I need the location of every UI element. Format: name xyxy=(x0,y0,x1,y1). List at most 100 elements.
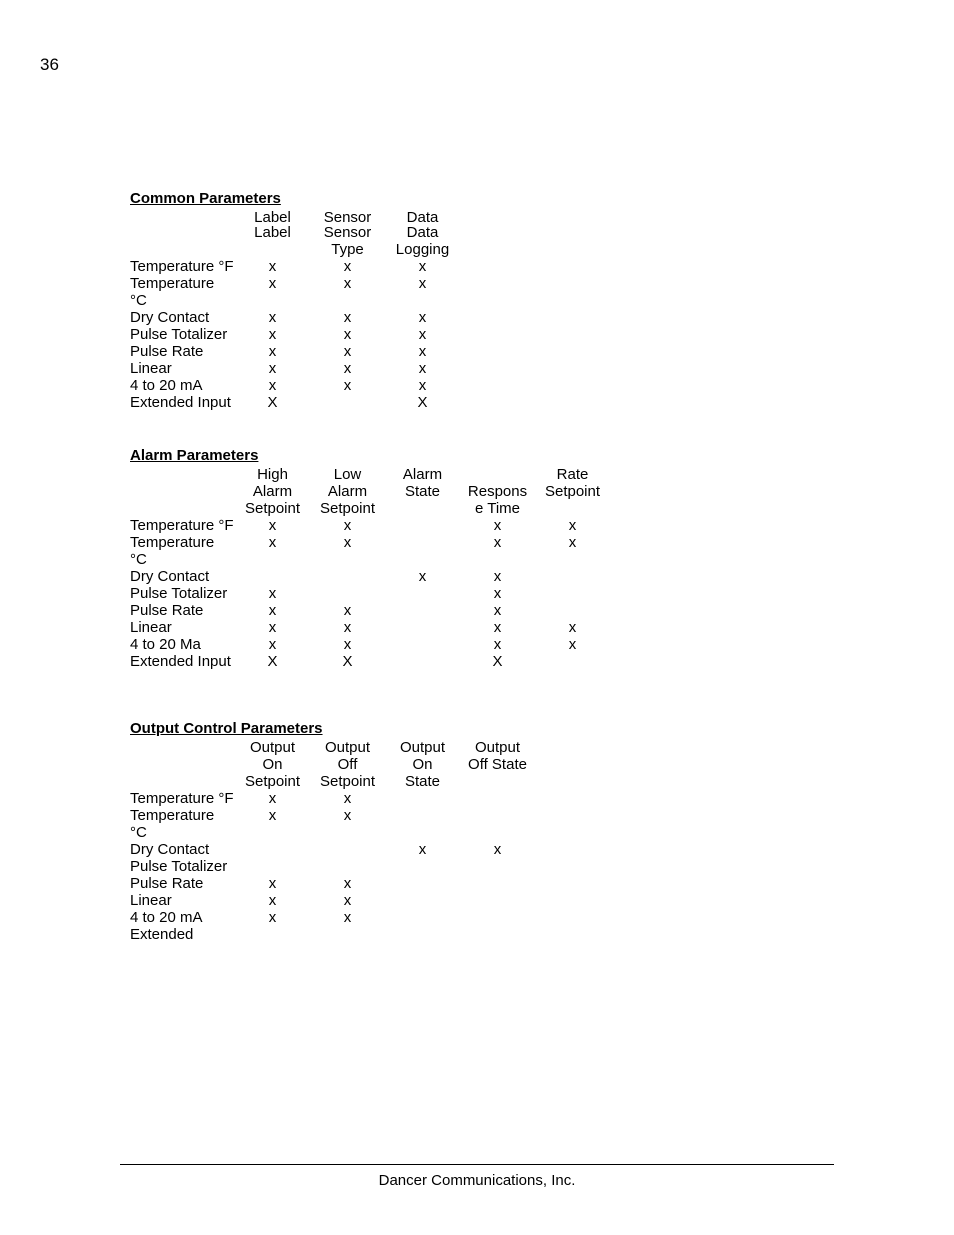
cell: x xyxy=(235,875,310,892)
col-header: LowAlarmSetpoint xyxy=(310,466,385,517)
cell xyxy=(385,636,460,653)
table-row: Temperature °C x x x xyxy=(130,275,460,309)
cell: x xyxy=(310,602,385,619)
cell: x xyxy=(460,534,535,568)
row-label: Extended Input xyxy=(130,653,235,670)
cell: X xyxy=(385,394,460,411)
cell: x xyxy=(535,619,610,636)
cell xyxy=(385,892,460,909)
cell: x xyxy=(385,841,460,858)
cell: x xyxy=(310,377,385,394)
row-label: Temperature °F xyxy=(130,790,235,807)
cell: X xyxy=(310,653,385,670)
section-title-output: Output Control Parameters xyxy=(130,720,824,737)
cell xyxy=(535,585,610,602)
cell: x xyxy=(235,360,310,377)
cell: x xyxy=(310,275,385,309)
cell: x xyxy=(535,517,610,534)
table-alarm: HighAlarmSetpoint LowAlarmSetpoint Alarm… xyxy=(130,466,610,670)
cell xyxy=(310,394,385,411)
cell xyxy=(310,585,385,602)
row-label: Pulse Rate xyxy=(130,343,235,360)
table-row: Pulse Rate x x x xyxy=(130,343,460,360)
table-row: 4 to 20 mA x x xyxy=(130,909,535,926)
col-header: OutputOffSetpoint xyxy=(310,739,385,790)
cell: x xyxy=(310,258,385,275)
col-header: OutputOnState xyxy=(385,739,460,790)
cell xyxy=(460,926,535,943)
row-label: Extended xyxy=(130,926,235,943)
cell xyxy=(310,841,385,858)
cell: x xyxy=(235,343,310,360)
cell xyxy=(385,875,460,892)
cell xyxy=(535,602,610,619)
table-header-row: HighAlarmSetpoint LowAlarmSetpoint Alarm… xyxy=(130,466,610,517)
table-row: Temperature °C x x x x xyxy=(130,534,610,568)
cell: x xyxy=(460,602,535,619)
cell: X xyxy=(235,653,310,670)
table-header-row: Label SensorType DataLogging xyxy=(130,224,460,258)
cell: x xyxy=(235,275,310,309)
row-label: Pulse Rate xyxy=(130,602,235,619)
cell: x xyxy=(235,309,310,326)
cell: x xyxy=(310,875,385,892)
cell xyxy=(385,926,460,943)
row-label: 4 to 20 mA xyxy=(130,377,235,394)
cell: x xyxy=(235,326,310,343)
row-label: Dry Contact xyxy=(130,841,235,858)
cell xyxy=(310,858,385,875)
cell: x xyxy=(535,636,610,653)
row-label: Linear xyxy=(130,360,235,377)
page-number: 36 xyxy=(40,55,59,75)
cell: x xyxy=(310,790,385,807)
cell xyxy=(235,926,310,943)
cell: x xyxy=(385,377,460,394)
row-label: Temperature °F xyxy=(130,258,235,275)
page: 36 Common Parameters Label Sensor Type D… xyxy=(0,0,954,1235)
row-label: 4 to 20 Ma xyxy=(130,636,235,653)
row-label: Temperature °C xyxy=(130,275,235,309)
row-label: Linear xyxy=(130,619,235,636)
table-row: Pulse Totalizer x x xyxy=(130,585,610,602)
row-label: 4 to 20 mA xyxy=(130,909,235,926)
cell xyxy=(310,568,385,585)
cell: x xyxy=(385,275,460,309)
cell: x xyxy=(310,309,385,326)
cell: x xyxy=(310,892,385,909)
table-row: Temperature °C x x xyxy=(130,807,535,841)
table-row: Pulse Totalizer x x x xyxy=(130,326,460,343)
row-label: Pulse Totalizer xyxy=(130,858,235,875)
table-row: 4 to 20 mA x x x xyxy=(130,377,460,394)
col-header: SensorType xyxy=(310,224,385,258)
section-title-common: Common Parameters xyxy=(130,190,824,207)
cell: x xyxy=(235,619,310,636)
page-content: Common Parameters Label Sensor Type Data… xyxy=(130,190,824,943)
cell: x xyxy=(310,909,385,926)
cell: x xyxy=(235,790,310,807)
cell: x xyxy=(235,534,310,568)
cell xyxy=(235,858,310,875)
cell: x xyxy=(385,309,460,326)
cell: x xyxy=(235,909,310,926)
cell: x xyxy=(460,585,535,602)
footer-divider xyxy=(120,1164,834,1165)
table-row: Linear x x xyxy=(130,892,535,909)
cell xyxy=(460,790,535,807)
cell: x xyxy=(235,602,310,619)
row-label: Pulse Totalizer xyxy=(130,326,235,343)
cell xyxy=(385,790,460,807)
cell xyxy=(385,517,460,534)
table-row: Dry Contact x x xyxy=(130,841,535,858)
footer-text: Dancer Communications, Inc. xyxy=(0,1172,954,1189)
table-row: 4 to 20 Ma x x x x xyxy=(130,636,610,653)
section-title-alarm: Alarm Parameters xyxy=(130,447,824,464)
cell: x xyxy=(460,841,535,858)
col-header: RateSetpoint xyxy=(535,466,610,517)
table-common-full: Label SensorType DataLogging Temperature… xyxy=(130,224,460,411)
cell: x xyxy=(310,517,385,534)
cell: X xyxy=(460,653,535,670)
cell: x xyxy=(385,568,460,585)
table-row: Pulse Rate x x xyxy=(130,875,535,892)
table-row: Dry Contact x x x xyxy=(130,309,460,326)
cell: x xyxy=(460,568,535,585)
